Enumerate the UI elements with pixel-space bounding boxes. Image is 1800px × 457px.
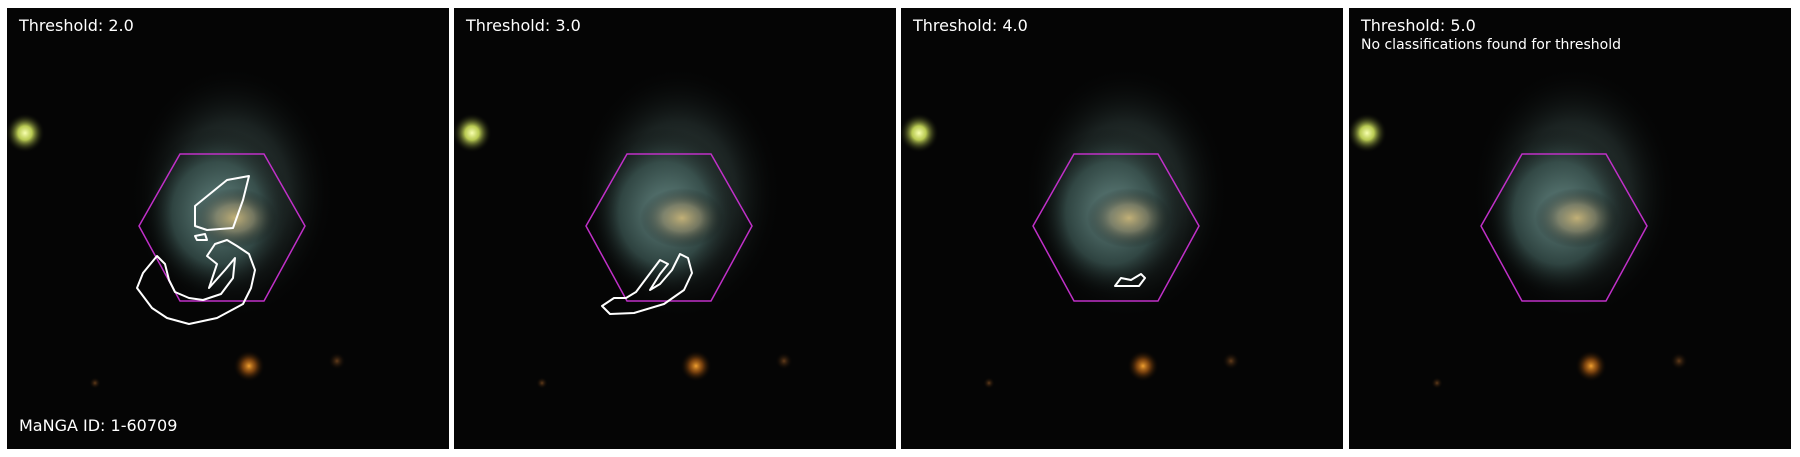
panel-threshold-2: Threshold: 2.0 MaNGA ID: 1-60709 [7, 8, 449, 449]
background-source [1127, 350, 1159, 382]
threshold-label: Threshold: 3.0 [466, 16, 581, 35]
panel-threshold-3: Threshold: 3.0 [454, 8, 896, 449]
threshold-label: Threshold: 5.0 [1361, 16, 1476, 35]
panel-threshold-4: Threshold: 4.0 [901, 8, 1343, 449]
manga-id-label: MaNGA ID: 1-60709 [19, 416, 178, 435]
background-source [680, 350, 712, 382]
galaxy-image [901, 8, 1343, 449]
ifu-hexagon-outline [585, 153, 753, 302]
background-source [233, 350, 265, 382]
classification-contours [1114, 273, 1146, 287]
galaxy-image [1349, 8, 1791, 449]
foreground-star [1349, 113, 1387, 153]
classification-contours [136, 175, 256, 325]
panel-threshold-5: Threshold: 5.0 No classifications found … [1349, 8, 1791, 449]
ifu-hexagon-outline [1032, 153, 1200, 302]
ifu-hexagon-outline [1480, 153, 1648, 302]
foreground-star [7, 113, 45, 153]
background-source [1575, 350, 1607, 382]
galaxy-image [7, 8, 449, 449]
threshold-label: Threshold: 4.0 [913, 16, 1028, 35]
foreground-star [901, 113, 939, 153]
ifu-hexagon-outline [138, 153, 306, 302]
galaxy-image [454, 8, 896, 449]
foreground-star [454, 113, 492, 153]
threshold-label: Threshold: 2.0 [19, 16, 134, 35]
no-classifications-note: No classifications found for threshold [1361, 37, 1621, 53]
classification-contours [601, 253, 693, 315]
